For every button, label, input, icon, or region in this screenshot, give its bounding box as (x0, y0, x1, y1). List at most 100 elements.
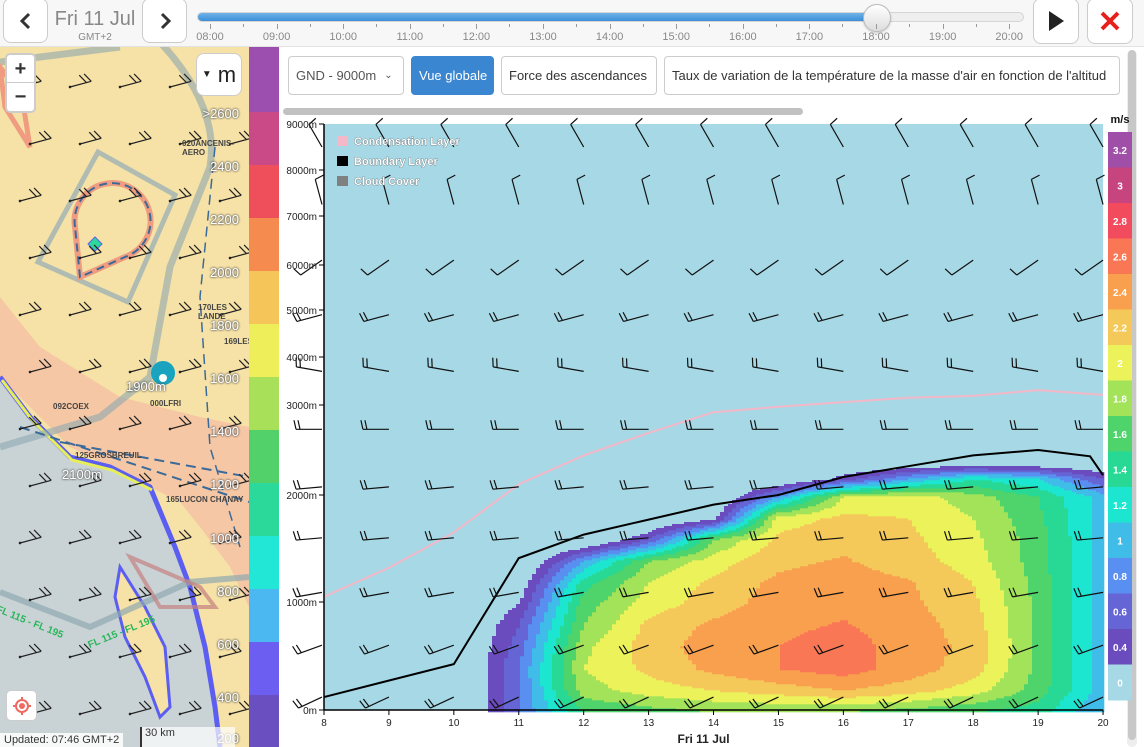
wind-barb (1024, 117, 1039, 148)
lift-cell (960, 470, 965, 473)
zoom-out-button[interactable]: − (14, 86, 27, 108)
lift-cell (872, 570, 877, 645)
lift-cell (1056, 496, 1061, 707)
lift-cell (636, 572, 641, 599)
time-slider-thumb[interactable] (863, 4, 891, 32)
lift-cell (1008, 492, 1013, 519)
play-button[interactable] (1033, 0, 1079, 44)
lift-cell (720, 526, 725, 531)
lift-cell (1096, 492, 1101, 713)
next-day-button[interactable] (142, 0, 187, 43)
lift-cell (644, 552, 649, 555)
lift-cell (620, 614, 625, 693)
wind-barb-line (894, 117, 909, 148)
legend-label: Condensation Layer (354, 136, 460, 148)
fl-airspace (0, 574, 249, 631)
lift-cell (996, 474, 1001, 479)
lift-cell (560, 568, 565, 581)
lift-cell (980, 494, 985, 539)
lift-cell (888, 490, 893, 493)
place-label: 165LUCON CHANAY (166, 495, 244, 504)
lift-cell (712, 540, 717, 555)
lift-cell (624, 692, 629, 705)
lift-cell (836, 558, 841, 623)
wind-barb-line (771, 174, 781, 205)
altitude-range-select[interactable]: GND - 9000m ⌄ (288, 56, 404, 95)
wind-barb (816, 357, 844, 372)
lift-cell (800, 566, 805, 635)
lift-cell (844, 480, 849, 483)
colorbar-label: 2.4 (1113, 288, 1127, 299)
wind-barb-line (554, 696, 584, 709)
lift-cell (968, 468, 973, 473)
lift-cell (864, 710, 869, 713)
lift-cell (868, 486, 873, 489)
lift-cell (788, 512, 793, 517)
lift-cell (584, 592, 589, 623)
lift-cell (944, 656, 949, 689)
time-slider[interactable] (197, 4, 1024, 32)
lift-cell (848, 474, 853, 481)
locate-button[interactable] (6, 690, 37, 721)
lift-cell (680, 540, 685, 547)
close-button[interactable] (1087, 0, 1133, 44)
barb-dot (78, 712, 82, 716)
wind-barb-line (943, 530, 974, 541)
lift-cell (700, 582, 705, 625)
lapse-rate-button[interactable]: Taux de variation de la température de l… (664, 56, 1120, 95)
lift-cell (980, 702, 985, 713)
lift-cell (876, 482, 881, 487)
lift-cell (844, 492, 849, 495)
time-tick-label: 14:00 (595, 31, 624, 43)
lift-cell (940, 562, 945, 629)
lift-cell (644, 554, 649, 559)
lift-cell (688, 554, 693, 563)
lift-cell (676, 710, 681, 713)
horizontal-scrollbar[interactable] (283, 108, 803, 115)
wind-barb (814, 479, 844, 490)
lift-cell (980, 472, 985, 475)
lift-cell (904, 476, 909, 481)
lift-cell (952, 506, 957, 571)
wind-barb-line (424, 530, 454, 541)
lift-cell (764, 694, 769, 705)
wind-barb-line (511, 174, 521, 205)
lift-cell (652, 616, 657, 679)
map-marker[interactable] (151, 361, 176, 397)
lift-strength-button[interactable]: Force des ascendances (501, 56, 657, 95)
global-view-button[interactable]: Vue globale (411, 56, 494, 95)
map-view[interactable]: >2600 2400 2200 2000 1800 1600 1400 1200… (0, 47, 249, 747)
lift-cell (636, 634, 641, 671)
lift-cell (1092, 490, 1097, 713)
place-label: 170LES LANDE (198, 303, 227, 321)
lift-cell (788, 516, 793, 531)
lift-cell (588, 656, 593, 675)
wind-barb-line (359, 587, 390, 598)
wind-barb (878, 644, 909, 655)
lift-cell (980, 474, 985, 477)
unit-dropdown[interactable]: ▼ m (196, 53, 242, 96)
lift-cell (624, 552, 629, 557)
lift-cell (636, 556, 641, 561)
wind-barb-line (292, 696, 323, 709)
wind-barb (751, 357, 779, 372)
lift-cell (716, 702, 721, 713)
wind-barb (553, 311, 584, 323)
prev-day-button[interactable] (3, 0, 48, 43)
colorbar-label: 1 (1117, 536, 1123, 547)
wind-barb-icon (68, 643, 92, 659)
lift-cell (544, 642, 549, 701)
lift-cell (876, 696, 881, 703)
lift-cell (916, 486, 921, 489)
lift-cell (896, 490, 901, 493)
lift-cell (860, 564, 865, 633)
lift-cell (712, 618, 717, 675)
lift-cell (692, 688, 697, 701)
zoom-in-button[interactable]: + (7, 55, 34, 83)
lift-cell (676, 698, 681, 711)
lift-cell (584, 548, 589, 553)
lift-cell (560, 704, 565, 713)
lift-cell (928, 700, 933, 707)
lift-cell (1092, 476, 1097, 485)
lift-cell (832, 558, 837, 623)
